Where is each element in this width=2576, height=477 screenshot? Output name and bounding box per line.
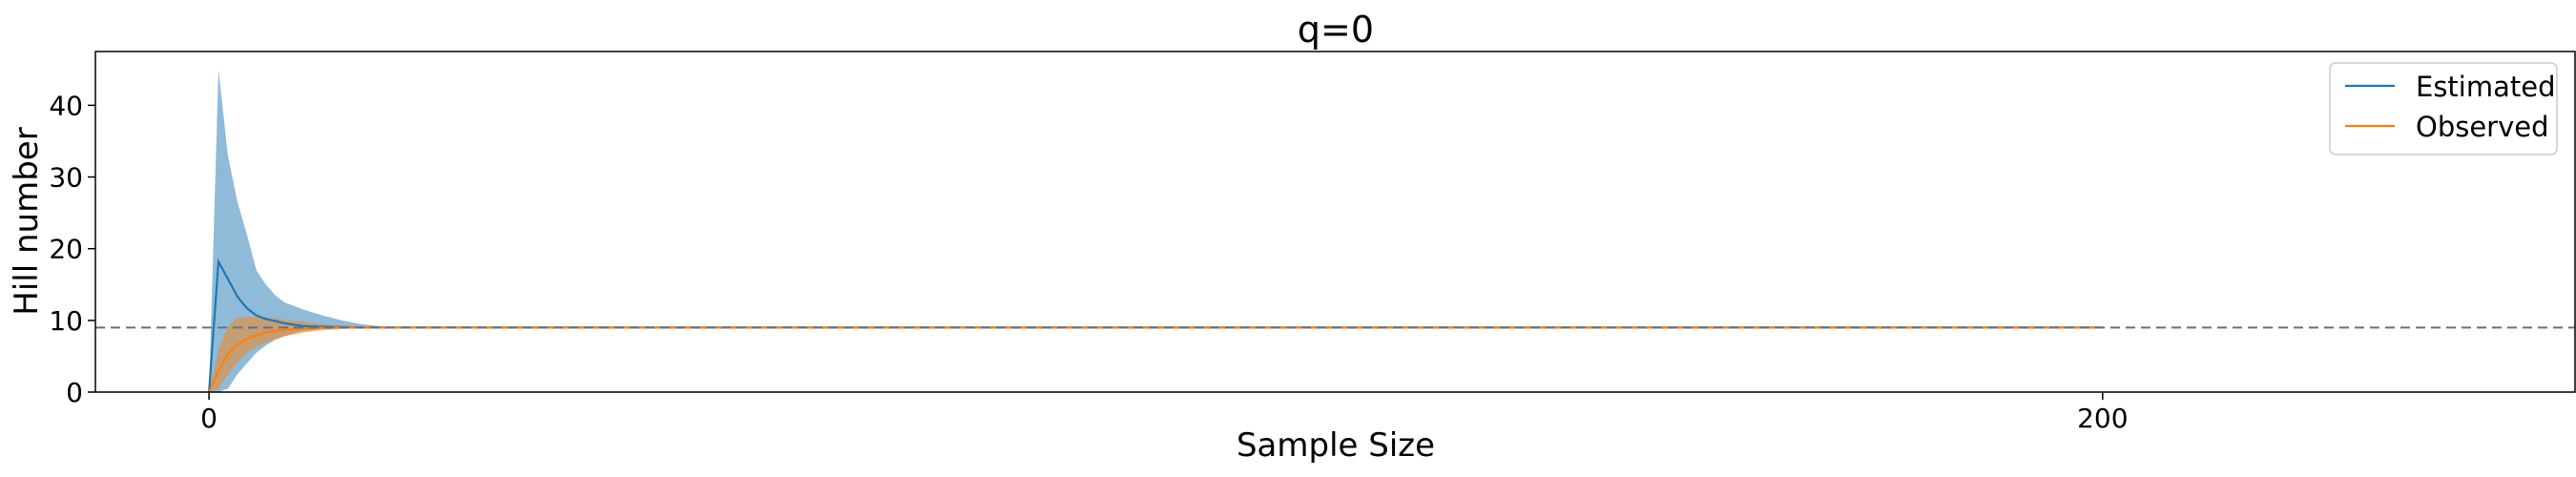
y-tick-label: 20 <box>49 234 83 265</box>
y-tick-label: 30 <box>49 162 83 194</box>
plot-frame <box>94 51 2576 393</box>
y-tick-label: 0 <box>66 377 83 408</box>
x-tick-label: 200 <box>2077 403 2128 434</box>
x-axis-label: Sample Size <box>1236 426 1435 465</box>
y-tick-label: 10 <box>49 305 83 337</box>
confidence-band-estimated <box>209 69 2103 393</box>
x-axis-ticks: 0 200 <box>200 392 2129 434</box>
series-line-observed <box>208 326 2103 393</box>
legend: Estimated Observed <box>2329 62 2558 156</box>
y-tick-label: 40 <box>49 90 83 121</box>
plot-lines <box>208 258 2103 393</box>
y-axis-ticks: 0 10 20 30 40 <box>49 90 95 408</box>
x-tick-label: 0 <box>200 403 218 434</box>
legend-label-estimated: Estimated <box>2416 71 2556 103</box>
plot-bands <box>209 69 2103 393</box>
legend-label-observed: Observed <box>2416 111 2549 143</box>
y-axis-label: Hill number <box>8 127 46 315</box>
chart-title: q=0 <box>1298 9 1374 51</box>
